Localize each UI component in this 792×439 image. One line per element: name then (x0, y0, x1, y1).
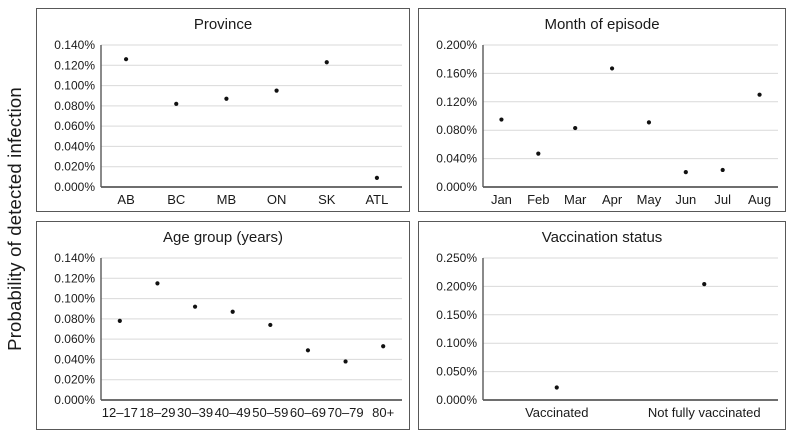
x-tick-label: Mar (564, 192, 587, 207)
x-tick-label: Jun (675, 192, 696, 207)
x-tick-label: SK (318, 192, 336, 207)
data-point (499, 117, 504, 122)
y-tick-label: 0.060% (54, 332, 95, 346)
x-tick-label: 60–69 (290, 405, 326, 420)
y-tick-label: 0.080% (54, 312, 95, 326)
data-point (224, 96, 229, 101)
y-tick-label: 0.160% (436, 66, 477, 80)
x-tick-label: Vaccinated (525, 405, 588, 420)
x-tick-label: Jan (491, 192, 512, 207)
y-tick-label: 0.200% (436, 38, 477, 52)
y-tick-label: 0.250% (436, 251, 477, 265)
x-tick-label: ATL (365, 192, 388, 207)
data-point (536, 151, 541, 156)
x-tick-label: ON (267, 192, 287, 207)
y-tick-label: 0.120% (54, 271, 95, 285)
age-group-scatter-chart: 0.000% 0.020% 0.040% 0.060% 0.080% 0.100% 0.12… (54, 251, 402, 420)
x-tick-label: May (637, 192, 662, 207)
y-tick-label: 0.060% (54, 119, 95, 133)
data-point (174, 101, 179, 106)
data-point (381, 344, 386, 349)
y-tick-label: 0.020% (54, 373, 95, 387)
province-scatter-chart: 0.000% 0.020% 0.040% 0.060% 0.080% 0.100% 0.12… (54, 38, 402, 207)
panel-age-group: Age group (years) 0.000% 0.020% 0.040% 0.06… (36, 221, 410, 430)
vaccination-scatter-chart: 0.000% 0.050% 0.100% 0.150% 0.200% 0.250% Vacc… (436, 251, 778, 420)
data-point (324, 60, 329, 65)
month-scatter-chart: 0.000% 0.040% 0.080% 0.120% 0.160% 0.200% Jan F… (436, 38, 778, 207)
x-tick-label: Not fully vaccinated (648, 405, 761, 420)
y-tick-label: 0.100% (436, 336, 477, 350)
shared-y-axis-label: Probability of detected infection (4, 87, 25, 351)
y-tick-label: 0.080% (436, 123, 477, 137)
y-tick-label: 0.140% (54, 251, 95, 265)
data-point (268, 322, 273, 328)
x-tick-label: 18–29 (139, 405, 175, 420)
panel-vaccination-status: Vaccination status 0.000% 0.050% 0.100% 0.1… (418, 221, 786, 430)
y-tick-label: 0.000% (54, 180, 95, 194)
x-tick-label: 80+ (372, 405, 394, 420)
y-tick-label: 0.140% (54, 38, 95, 52)
x-tick-label: 12–17 (102, 405, 138, 420)
x-tick-label: 50–59 (252, 405, 288, 420)
y-tick-label: 0.000% (436, 393, 477, 407)
data-point (274, 88, 279, 93)
chart-title-month: Month of episode (544, 16, 660, 33)
x-tick-label: Jul (714, 192, 731, 207)
y-tick-label: 0.050% (436, 365, 477, 379)
chart-title-vaccination: Vaccination status (541, 229, 663, 246)
panel-grid: Province 0.000% 0.020% 0.040% 0.060% 0.080% 0… (36, 8, 786, 430)
y-tick-label: 0.100% (54, 79, 95, 93)
x-tick-label: 30–39 (177, 405, 213, 420)
y-tick-label: 0.200% (436, 279, 477, 293)
data-point (374, 175, 380, 180)
data-point (720, 167, 725, 173)
y-tick-label: 0.020% (54, 160, 95, 174)
data-point (573, 125, 578, 131)
data-point (609, 66, 615, 71)
x-tick-label: BC (167, 192, 185, 207)
y-tick-label: 0.120% (54, 58, 95, 72)
panel-month-of-episode: Month of episode 0.000% 0.040% 0.080% 0.120… (418, 8, 786, 212)
data-point (123, 57, 129, 62)
x-tick-label: Feb (527, 192, 549, 207)
chart-title-age-group: Age group (years) (162, 229, 284, 246)
x-tick-label: Apr (602, 192, 623, 207)
y-tick-label: 0.000% (436, 180, 477, 194)
x-tick-label: 70–79 (327, 405, 363, 420)
data-point (305, 348, 311, 353)
data-point (702, 282, 707, 287)
data-point (646, 120, 652, 125)
panel-province: Province 0.000% 0.020% 0.040% 0.060% 0.080% 0… (36, 8, 410, 212)
data-point (554, 385, 559, 390)
y-tick-label: 0.150% (436, 308, 477, 322)
y-tick-label: 0.100% (54, 292, 95, 306)
data-point (683, 169, 688, 175)
data-point (230, 309, 235, 314)
x-tick-label: Aug (748, 192, 771, 207)
data-point (343, 359, 348, 364)
data-point (757, 92, 762, 97)
y-tick-label: 0.000% (54, 393, 95, 407)
y-tick-label: 0.080% (54, 99, 95, 113)
y-tick-label: 0.040% (54, 352, 95, 366)
x-tick-label: MB (217, 192, 237, 207)
data-point (155, 281, 160, 286)
y-tick-label: 0.040% (54, 139, 95, 153)
data-point (117, 318, 122, 323)
y-tick-label: 0.040% (436, 152, 477, 166)
x-tick-label: AB (117, 192, 134, 207)
y-tick-label: 0.120% (436, 95, 477, 109)
data-point (192, 304, 198, 309)
chart-title-province: Province (193, 16, 253, 33)
x-tick-label: 40–49 (215, 405, 251, 420)
